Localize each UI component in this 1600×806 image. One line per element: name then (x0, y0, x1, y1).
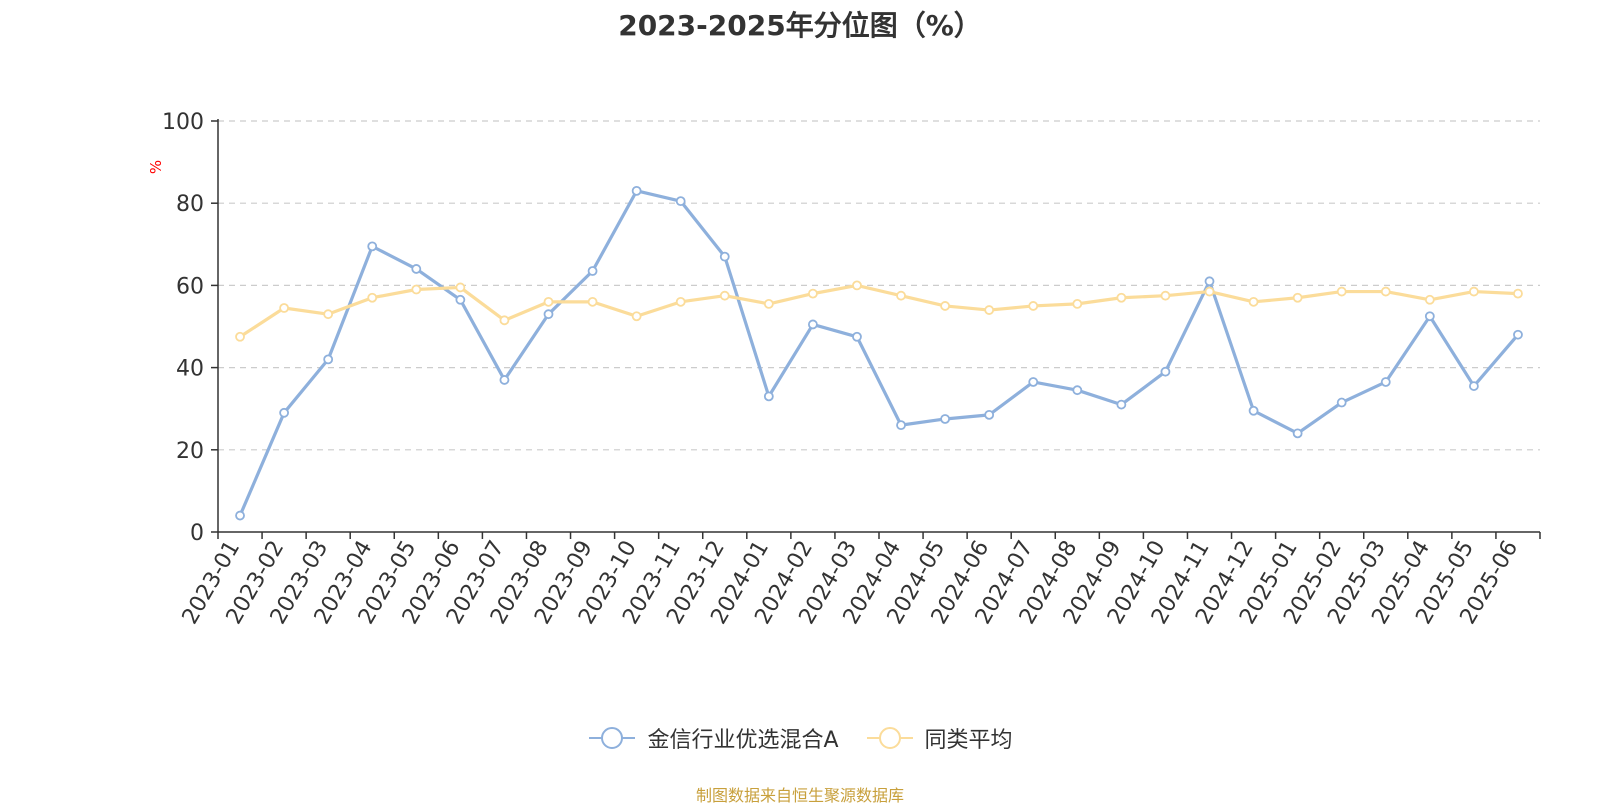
data-point[interactable] (984, 409, 995, 420)
data-point[interactable] (896, 420, 906, 431)
y-tick-label: 80 (176, 192, 204, 217)
data-point[interactable] (940, 414, 950, 424)
data-point[interactable] (587, 296, 598, 307)
legend-item-peer-average[interactable]: 同类平均 (865, 722, 1013, 754)
y-tick-label: 60 (176, 274, 204, 299)
data-point[interactable] (763, 298, 774, 309)
data-point[interactable] (940, 301, 950, 311)
data-point[interactable] (499, 315, 510, 326)
legend: 金信行业优选混合A 同类平均 (0, 722, 1600, 754)
data-point[interactable] (631, 311, 642, 322)
data-point[interactable] (367, 292, 378, 303)
data-point[interactable] (279, 407, 290, 418)
data-point[interactable] (587, 266, 598, 276)
data-point[interactable] (1292, 292, 1303, 303)
axes (211, 119, 1541, 539)
data-point[interactable] (455, 282, 466, 293)
data-source-note: 制图数据来自恒生聚源数据库 (695, 786, 904, 805)
data-point[interactable] (675, 196, 686, 207)
data-point[interactable] (1072, 385, 1083, 396)
data-point[interactable] (719, 251, 730, 262)
data-point[interactable] (323, 309, 334, 320)
data-point[interactable] (1160, 290, 1171, 301)
data-point[interactable] (719, 290, 730, 301)
series-line (239, 283, 1519, 339)
series-1 (235, 280, 1523, 342)
legend-item-fund[interactable]: 金信行业优选混合A (587, 722, 839, 754)
data-point[interactable] (1469, 286, 1479, 297)
line-chart: 0 20 40 60 80 100 2023-012023-022023-032023-0… (147, 110, 1541, 629)
series-line (238, 189, 1520, 517)
x-tick-labels: 2023-012023-022023-032023-042023-052023-… (178, 537, 1524, 629)
series-0 (235, 185, 1523, 521)
legend-label-fund: 金信行业优选混合A (647, 728, 839, 753)
data-point[interactable] (1116, 399, 1127, 410)
data-point[interactable] (1336, 397, 1347, 408)
data-point[interactable] (631, 185, 642, 196)
data-point[interactable] (1513, 288, 1523, 299)
data-point[interactable] (235, 510, 245, 521)
y-tick-label: 40 (176, 357, 204, 382)
y-tick-label: 0 (190, 521, 204, 546)
data-point[interactable] (1204, 286, 1215, 297)
data-point[interactable] (455, 294, 466, 305)
data-point[interactable] (1336, 286, 1347, 297)
data-point[interactable] (1248, 296, 1259, 307)
y-axis-label: % (147, 160, 165, 174)
data-point[interactable] (1204, 276, 1215, 287)
data-point[interactable] (1469, 381, 1479, 391)
data-point[interactable] (1380, 286, 1391, 297)
data-point[interactable] (499, 375, 510, 385)
data-point[interactable] (1028, 301, 1039, 311)
chart-title: 2023-2025年分位图（%） (618, 9, 982, 42)
data-point[interactable] (543, 296, 554, 307)
series-layer (235, 185, 1523, 521)
data-point[interactable] (1380, 377, 1391, 387)
data-point[interactable] (675, 296, 686, 307)
legend-peer-marker-icon (866, 727, 913, 749)
data-point[interactable] (763, 391, 774, 402)
legend-fund-marker-icon (589, 727, 636, 749)
data-point[interactable] (1248, 405, 1259, 416)
data-point[interactable] (323, 354, 334, 365)
data-point[interactable] (543, 309, 554, 320)
data-point[interactable] (808, 319, 818, 330)
y-tick-label: 100 (162, 110, 204, 135)
data-point[interactable] (1160, 366, 1171, 377)
data-point[interactable] (1424, 294, 1435, 305)
data-point[interactable] (1292, 428, 1303, 439)
data-point[interactable] (852, 331, 862, 342)
data-point[interactable] (235, 331, 245, 342)
data-point[interactable] (1072, 298, 1083, 309)
data-point[interactable] (808, 288, 818, 299)
data-point[interactable] (1116, 292, 1127, 303)
data-point[interactable] (279, 303, 290, 313)
data-point[interactable] (1424, 311, 1435, 322)
y-tick-labels: 0 20 40 60 80 100 (162, 110, 204, 546)
data-point[interactable] (367, 241, 378, 252)
data-point[interactable] (1028, 377, 1039, 387)
data-point[interactable] (411, 264, 422, 274)
y-tick-label: 20 (176, 439, 204, 464)
data-point[interactable] (984, 305, 995, 315)
data-point[interactable] (411, 284, 422, 295)
data-point[interactable] (896, 290, 906, 301)
data-point[interactable] (852, 280, 862, 291)
data-point[interactable] (1513, 329, 1523, 340)
legend-label-peer-average: 同类平均 (924, 728, 1013, 753)
